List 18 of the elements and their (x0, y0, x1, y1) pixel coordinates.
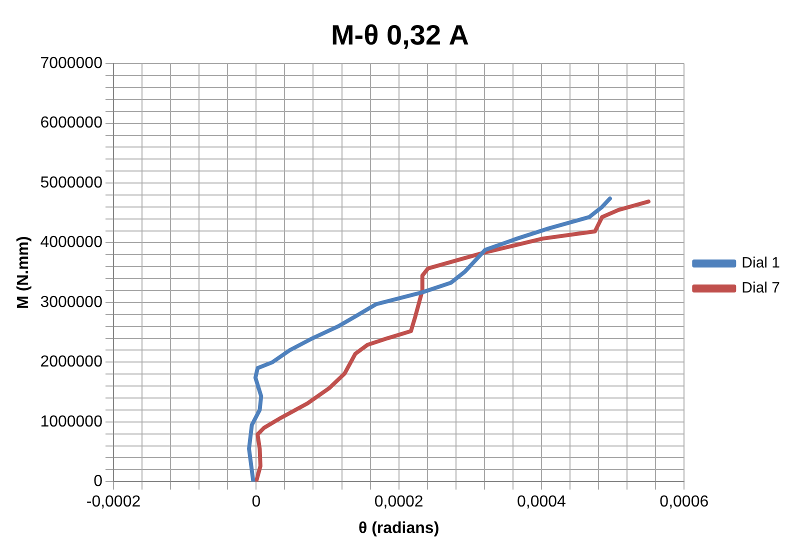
x-axis-title: θ (radians) (358, 520, 440, 537)
y-axis-title: M (N.mm) (15, 236, 32, 310)
y-tick-label: 4000000 (40, 234, 103, 252)
legend-label: Dial 7 (742, 280, 780, 297)
y-tick-label: 1000000 (40, 413, 103, 430)
x-tick-label: 0,0006 (660, 494, 709, 511)
x-tick-label: 0,0002 (374, 494, 424, 511)
y-tick-label: 2000000 (40, 354, 103, 371)
x-tick-label: 0 (252, 494, 261, 511)
chart-title: M-θ 0,32 A (330, 20, 470, 51)
legend-label: Dial 1 (742, 254, 780, 272)
y-tick-label: 5000000 (40, 174, 103, 192)
y-tick-label: 7000000 (40, 55, 103, 72)
y-tick-label: 0 (94, 473, 103, 490)
y-tick-label: 6000000 (40, 114, 103, 132)
x-tick-label: -0,0002 (86, 494, 141, 511)
x-tick-label: 0,0004 (517, 494, 566, 511)
y-tick-label: 3000000 (40, 294, 103, 311)
